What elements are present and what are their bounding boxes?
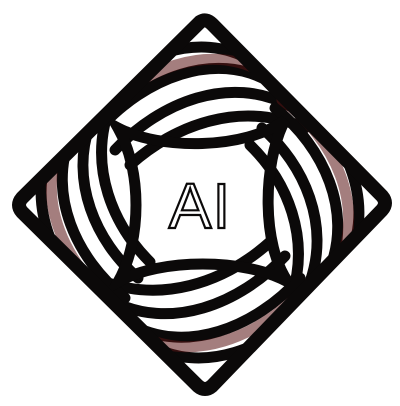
logo-text: AI — [169, 170, 231, 242]
